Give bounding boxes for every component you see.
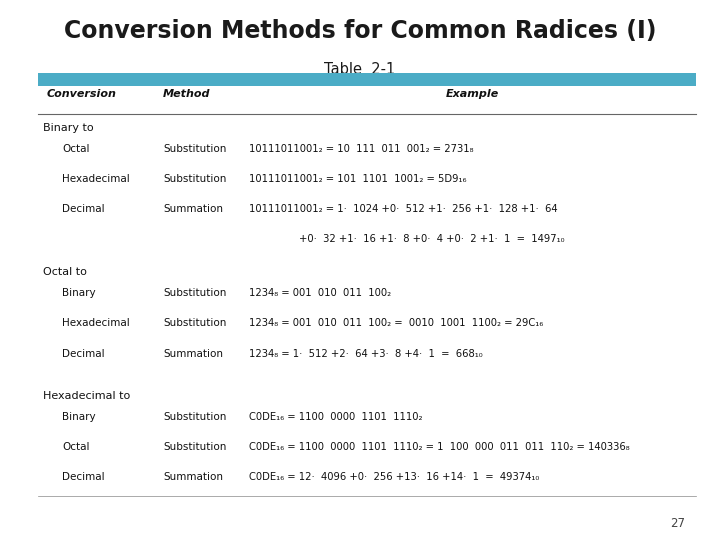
Text: Octal: Octal <box>63 144 90 154</box>
Text: Summation: Summation <box>163 204 223 214</box>
Text: C0DE₁₆ = 1100  0000  1101  1110₂ = 1  100  000  011  011  110₂ = 140336₈: C0DE₁₆ = 1100 0000 1101 1110₂ = 1 100 00… <box>249 442 629 452</box>
Text: Binary: Binary <box>63 288 96 298</box>
Text: 10111011001₂ = 101  1101  1001₂ = 5D9₁₆: 10111011001₂ = 101 1101 1001₂ = 5D9₁₆ <box>249 174 467 184</box>
Text: Substitution: Substitution <box>163 288 227 298</box>
Bar <box>38 73 696 86</box>
Text: 1234₈ = 001  010  011  100₂: 1234₈ = 001 010 011 100₂ <box>249 288 391 298</box>
Text: Substitution: Substitution <box>163 174 227 184</box>
Text: Substitution: Substitution <box>163 412 227 422</box>
Text: Method: Method <box>163 89 211 99</box>
Text: 27: 27 <box>670 517 685 530</box>
Text: C0DE₁₆ = 12·  4096 +0·  256 +13·  16 +14·  1  =  49374₁₀: C0DE₁₆ = 12· 4096 +0· 256 +13· 16 +14· 1… <box>249 472 539 482</box>
Text: Octal to: Octal to <box>43 267 87 277</box>
Text: Hexadecimal to: Hexadecimal to <box>43 390 130 401</box>
Text: Binary to: Binary to <box>43 123 94 133</box>
Text: Example: Example <box>446 89 499 99</box>
Text: Summation: Summation <box>163 472 223 482</box>
Text: Octal: Octal <box>63 442 90 452</box>
Text: Decimal: Decimal <box>63 348 105 359</box>
Text: Substitution: Substitution <box>163 144 227 154</box>
Text: C0DE₁₆ = 1100  0000  1101  1110₂: C0DE₁₆ = 1100 0000 1101 1110₂ <box>249 412 423 422</box>
Text: Conversion Methods for Common Radices (I): Conversion Methods for Common Radices (I… <box>64 19 656 43</box>
Text: 10111011001₂ = 10  111  011  001₂ = 2731₈: 10111011001₂ = 10 111 011 001₂ = 2731₈ <box>249 144 474 154</box>
Text: Table  2-1: Table 2-1 <box>325 62 395 77</box>
Text: Conversion: Conversion <box>47 89 117 99</box>
Text: +0·  32 +1·  16 +1·  8 +0·  4 +0·  2 +1·  1  =  1497₁₀: +0· 32 +1· 16 +1· 8 +0· 4 +0· 2 +1· 1 = … <box>249 234 564 245</box>
Text: 1234₈ = 1·  512 +2·  64 +3·  8 +4·  1  =  668₁₀: 1234₈ = 1· 512 +2· 64 +3· 8 +4· 1 = 668₁… <box>249 348 482 359</box>
Text: Decimal: Decimal <box>63 472 105 482</box>
Text: Hexadecimal: Hexadecimal <box>63 318 130 328</box>
Text: 1234₈ = 001  010  011  100₂ =  0010  1001  1100₂ = 29C₁₆: 1234₈ = 001 010 011 100₂ = 0010 1001 110… <box>249 318 543 328</box>
Text: Decimal: Decimal <box>63 204 105 214</box>
Text: Hexadecimal: Hexadecimal <box>63 174 130 184</box>
Text: 10111011001₂ = 1·  1024 +0·  512 +1·  256 +1·  128 +1·  64: 10111011001₂ = 1· 1024 +0· 512 +1· 256 +… <box>249 204 557 214</box>
Text: Substitution: Substitution <box>163 442 227 452</box>
Text: Binary: Binary <box>63 412 96 422</box>
Text: Summation: Summation <box>163 348 223 359</box>
Text: Substitution: Substitution <box>163 318 227 328</box>
